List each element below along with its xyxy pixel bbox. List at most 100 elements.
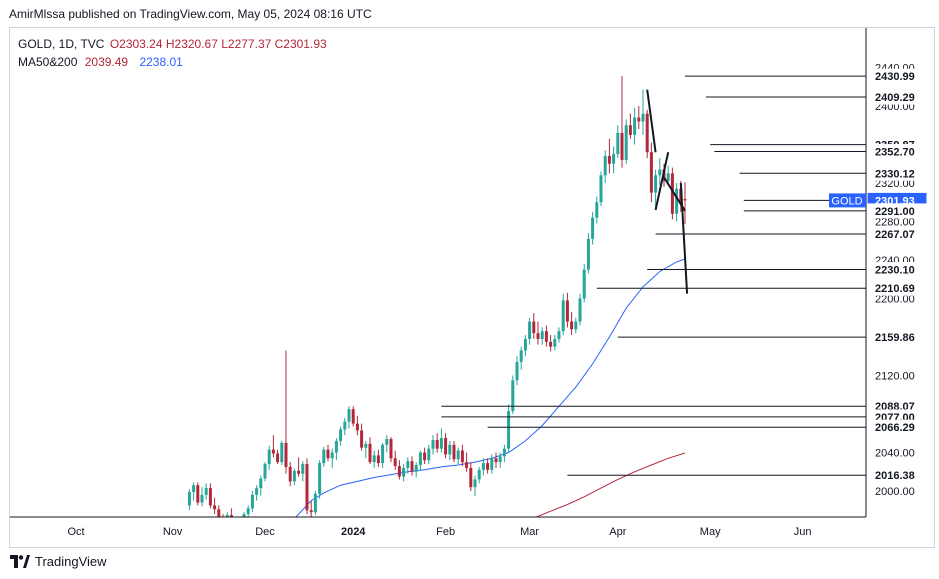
candle-body [498,456,502,463]
price-tick-label: 2000.00 [875,486,915,498]
ma50-line [295,258,686,517]
candle-body [330,452,334,459]
candle-body [326,449,330,459]
ma200-line [534,452,686,517]
plot-area[interactable] [187,75,866,534]
candle-body [452,444,456,460]
trendline-drawing [654,151,670,211]
published-by-line: AmirMlssa published on TradingView.com, … [9,7,372,21]
candle-body [259,478,263,489]
level-tag-bg [867,89,927,105]
level-tag-bg [867,165,927,181]
candle-body [343,421,347,430]
candle-body [574,321,578,330]
candle-body [540,331,544,339]
legend-ma200-value: 2238.01 [139,55,183,69]
candle-body [649,152,653,193]
candle-body [385,439,389,445]
candle-body [313,493,317,513]
legend-ma-label[interactable]: MA50&200 [18,55,78,69]
candle-body [507,411,511,449]
candle-body [372,455,376,463]
candle-body [532,321,536,334]
candle-body [549,341,553,347]
symbol-tag-label[interactable]: GOLD [831,195,862,207]
price-tick-label: 2040.00 [875,448,915,460]
candle-body [486,463,490,470]
candle-body [502,448,506,457]
candle-body [347,409,351,422]
time-tick-label: May [700,526,721,538]
level-tag-bg [867,226,927,242]
candle-body [654,175,658,193]
candle-body [376,455,380,464]
candle-body [418,452,422,466]
candle-body [222,521,225,522]
candle-body [511,380,515,412]
level-price-label: 2430.99 [875,71,915,83]
time-tick-label: Apr [609,526,626,538]
candle-body [305,464,309,511]
candle-body [309,510,313,513]
candle-body [234,527,237,530]
price-tick-label: 2320.00 [875,178,915,190]
candle-body [578,298,582,322]
candle-body [364,443,368,448]
candle-body [612,154,616,164]
legend-ma50-value: 2039.49 [84,55,129,69]
time-tick-label: Mar [520,526,539,538]
legend-symbol[interactable]: GOLD, 1D, TVC [18,37,105,51]
candle-body [519,350,523,363]
time-tick-label: Oct [67,526,84,538]
level-tag-bg [867,68,927,84]
candle-body [582,269,586,299]
candle-body [410,461,414,472]
candle-body [675,188,679,214]
legend-symbol-row: GOLD, 1D, TVC O2303.24 H2320.67 L2277.37… [18,35,327,53]
candle-body [271,449,275,454]
candle-body [616,132,620,155]
candle-body [641,113,645,122]
candle-body [460,450,464,463]
price-tick-label: 2200.00 [875,294,915,306]
candle-body [196,485,200,503]
candle-body [658,169,662,176]
level-price-label: 2291.00 [875,206,915,218]
candle-body [561,300,565,332]
time-tick-label: Feb [436,526,455,538]
level-tag-bg [867,203,927,219]
footer: TradingView [10,554,107,569]
level-price-label: 2210.69 [875,283,915,295]
candle-body [200,494,204,503]
time-tick-label: Dec [255,526,275,538]
candle-body [414,465,418,472]
candle-body [465,462,469,468]
candle-body [301,464,305,474]
level-tag-bg [867,262,927,278]
time-tick-label: Jun [794,526,812,538]
candle-body [250,494,254,509]
candle-body [423,452,427,461]
candle-body [213,505,217,510]
candle-body [620,132,624,160]
candle-body [280,442,284,463]
candle-body [217,509,221,517]
time-tick-label: 2024 [341,526,366,538]
footer-brand[interactable]: TradingView [35,554,107,569]
candle-body [595,202,599,218]
price-tick-label: 2280.00 [875,217,915,229]
trendline-drawing [679,182,689,294]
candle-body [456,450,460,460]
candle-body [633,117,637,135]
level-price-label: 2230.10 [875,265,915,277]
candle-body [389,439,393,459]
candle-body [339,429,343,441]
candle-body [334,440,338,453]
level-price-label: 2330.12 [875,168,915,180]
level-tag-bg [867,144,927,160]
candle-body [603,156,607,176]
candle-body [255,488,259,495]
candle-body [528,321,532,339]
candle-body [267,449,271,465]
